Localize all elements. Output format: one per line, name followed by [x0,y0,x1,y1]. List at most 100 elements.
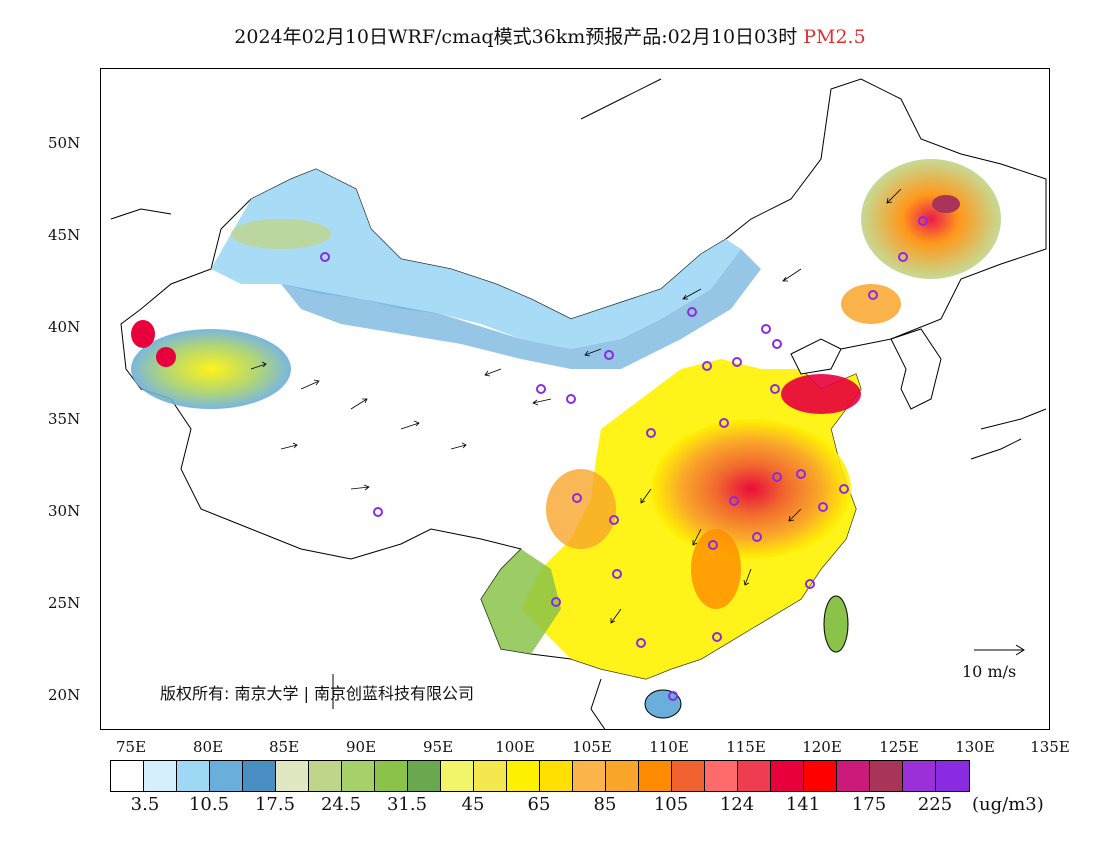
color-legend [110,760,970,792]
sakhalin-coastline [580,78,662,120]
legend-tick-label: 225 [917,794,953,815]
legend-swatch [573,761,606,791]
legend-swatch [606,761,639,791]
city-marker-icon [604,350,614,360]
legend-swatch [309,761,342,791]
hunan-patch [691,529,741,609]
wind-arrow-icon [484,368,502,377]
lon-label-120e: 120E [802,738,842,756]
city-marker-icon [719,418,729,428]
legend-swatch [540,761,573,791]
wind-arrow-icon [280,442,298,450]
wind-arrow-icon [350,484,370,491]
lon-label-95e: 95E [422,738,454,756]
lat-label-40n: 40N [48,318,81,336]
city-marker-icon [761,324,771,334]
legend-swatch [639,761,672,791]
central-china-hotspot [651,419,851,559]
low-pm-region-north [211,169,741,349]
city-marker-icon [702,361,712,371]
wind-scale-arrow-icon [974,644,1025,656]
lat-label-25n: 25N [48,594,81,612]
northeast-pm-region [861,159,1001,279]
liaoning-patch [841,284,901,324]
legend-swatch [408,761,441,791]
wind-arrow-icon [682,288,702,300]
shandong-hotspot [781,374,861,414]
city-marker-icon [770,384,780,394]
map-title: 2024年02月10日WRF/cmaq模式36km预报产品:02月10日03时 P… [0,22,1100,49]
city-marker-icon [373,507,383,517]
legend-swatch [870,761,903,791]
balkhash-coastline [110,208,172,220]
city-marker-icon [898,252,908,262]
southwest-green-region [481,549,561,654]
lon-label-75e: 75E [115,738,147,756]
city-marker-icon [609,515,619,525]
city-marker-icon [839,484,849,494]
lat-label-45n: 45N [48,226,81,244]
city-marker-icon [729,496,739,506]
xinjiang-hotspot-2 [156,347,176,367]
city-marker-icon [612,569,622,579]
korea-coastline [890,328,942,410]
legend-swatch [672,761,705,791]
legend-swatch [342,761,375,791]
legend-swatch [507,761,540,791]
city-marker-icon [868,290,878,300]
pm25-map [110,78,1047,729]
wind-arrow-icon [692,528,702,546]
xinjiang-hotspot [131,320,155,348]
legend-swatch [837,761,870,791]
legend-tick-label: 45 [461,794,485,815]
wind-scale-label: 10 m/s [962,662,1017,681]
lon-label-100e: 100E [495,738,535,756]
wind-field [250,188,902,624]
city-marker-icon [320,252,330,262]
legend-tick-label: 10.5 [188,794,230,815]
city-marker-icon [805,579,815,589]
wind-arrow-icon [640,488,652,504]
legend-swatch [903,761,936,791]
city-marker-icon [818,502,828,512]
sichuan-patch [546,469,616,549]
legend-swatch [375,761,408,791]
legend-swatch [144,761,177,791]
legend-swatch [771,761,804,791]
wind-arrow-icon [584,348,602,357]
city-marker-icon [772,472,782,482]
legend-tick-label: 17.5 [254,794,296,815]
wind-arrow-icon [610,608,622,624]
city-marker-icon [918,216,928,226]
legend-tick-label: 65 [527,794,551,815]
lat-label-20n: 20N [48,686,81,704]
lat-label-50n: 50N [48,134,81,152]
city-marker-icon [636,638,646,648]
city-marker-icon [572,493,582,503]
copyright-text: 版权所有: 南京大学 | 南京创蓝科技有限公司 [160,684,475,703]
legend-swatch [243,761,276,791]
wind-arrow-icon [532,398,552,406]
japan-coastline [970,408,1047,460]
city-marker-icon [752,532,762,542]
legend-tick-label: 124 [719,794,755,815]
north-xinjiang-patch [231,219,331,249]
xinjiang-pm-patch [131,329,291,409]
city-marker-icon [551,597,561,607]
lon-label-110e: 110E [649,738,689,756]
legend-swatch [177,761,210,791]
legend-swatch [474,761,507,791]
lat-label-35n: 35N [48,410,81,428]
wind-arrow-icon [400,420,420,430]
legend-swatch [276,761,309,791]
legend-swatch [210,761,243,791]
legend-tick-label: 85 [593,794,617,815]
city-marker-icon [668,691,678,701]
wind-arrow-icon [300,379,320,390]
wind-arrow-icon [788,508,802,522]
legend-swatch [111,761,144,791]
map-frame [100,68,1050,730]
wind-arrow-icon [782,268,802,282]
legend-tick-label: 24.5 [320,794,362,815]
wind-arrow-icon [350,398,368,410]
